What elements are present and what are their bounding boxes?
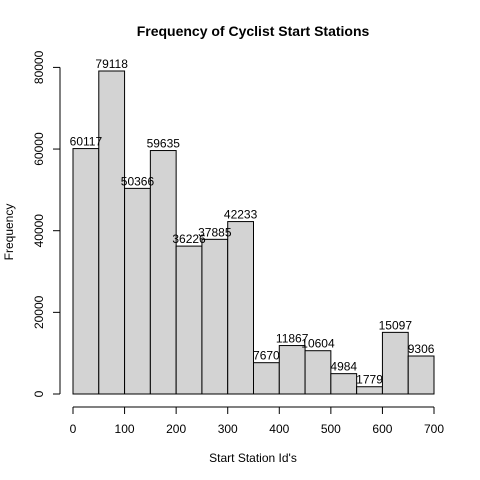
histogram-bar [278, 345, 306, 395]
histogram-bar [304, 350, 332, 395]
chart-title: Frequency of Cyclist Start Stations [137, 23, 370, 39]
x-axis: 0 100 200 300 400 500 600 700 [70, 406, 444, 436]
y-axis-label: Frequency [2, 204, 16, 261]
x-tick-label: 700 [424, 422, 444, 436]
x-tick-label: 0 [70, 422, 77, 436]
histogram-bar [175, 245, 203, 395]
bar-value-label: 37885 [198, 225, 232, 239]
x-tick-label: 100 [115, 422, 135, 436]
bar-value-label: 4984 [330, 360, 357, 374]
histogram-bar [227, 221, 254, 395]
histogram-bar [98, 70, 126, 395]
bar-value-label: 9306 [408, 342, 435, 356]
histogram-bar [253, 362, 280, 395]
y-axis: 0 20000 40000 60000 80000 [32, 50, 61, 397]
bar-value-label: 60117 [70, 135, 103, 149]
x-tick-label: 400 [269, 422, 289, 436]
y-tick-label: 60000 [32, 132, 46, 166]
y-tick-label: 0 [32, 390, 46, 397]
bar-value-label: 42233 [224, 208, 258, 222]
histogram-bar [72, 148, 100, 395]
x-tick-label: 500 [321, 422, 341, 436]
bar-value-label: 36226 [172, 232, 206, 246]
y-tick-label: 20000 [32, 295, 46, 329]
histogram-bar [124, 187, 151, 395]
histogram-bar [201, 238, 229, 395]
bar-value-label: 10604 [301, 337, 335, 351]
y-tick-label: 40000 [32, 214, 46, 248]
x-tick-label: 600 [372, 422, 392, 436]
x-tick-label: 200 [166, 422, 186, 436]
bar-value-label: 79118 [95, 57, 128, 71]
x-axis-label: Start Station Id's [209, 451, 297, 465]
x-tick-label: 300 [218, 422, 238, 436]
bar-value-label: 15097 [379, 318, 413, 332]
bar-value-label: 50366 [121, 174, 155, 188]
bar-value-label: 59635 [147, 137, 181, 151]
histogram-bar [149, 150, 177, 395]
bars-group [72, 70, 435, 395]
histogram-bar [356, 386, 383, 395]
histogram-bar [381, 331, 409, 395]
y-tick-label: 80000 [32, 50, 46, 84]
histogram-bar [407, 355, 435, 395]
bar-value-label: 7670 [253, 349, 280, 363]
bar-value-label: 11867 [276, 332, 309, 346]
histogram-bar [330, 373, 358, 395]
bar-value-label: 1779 [356, 373, 383, 387]
